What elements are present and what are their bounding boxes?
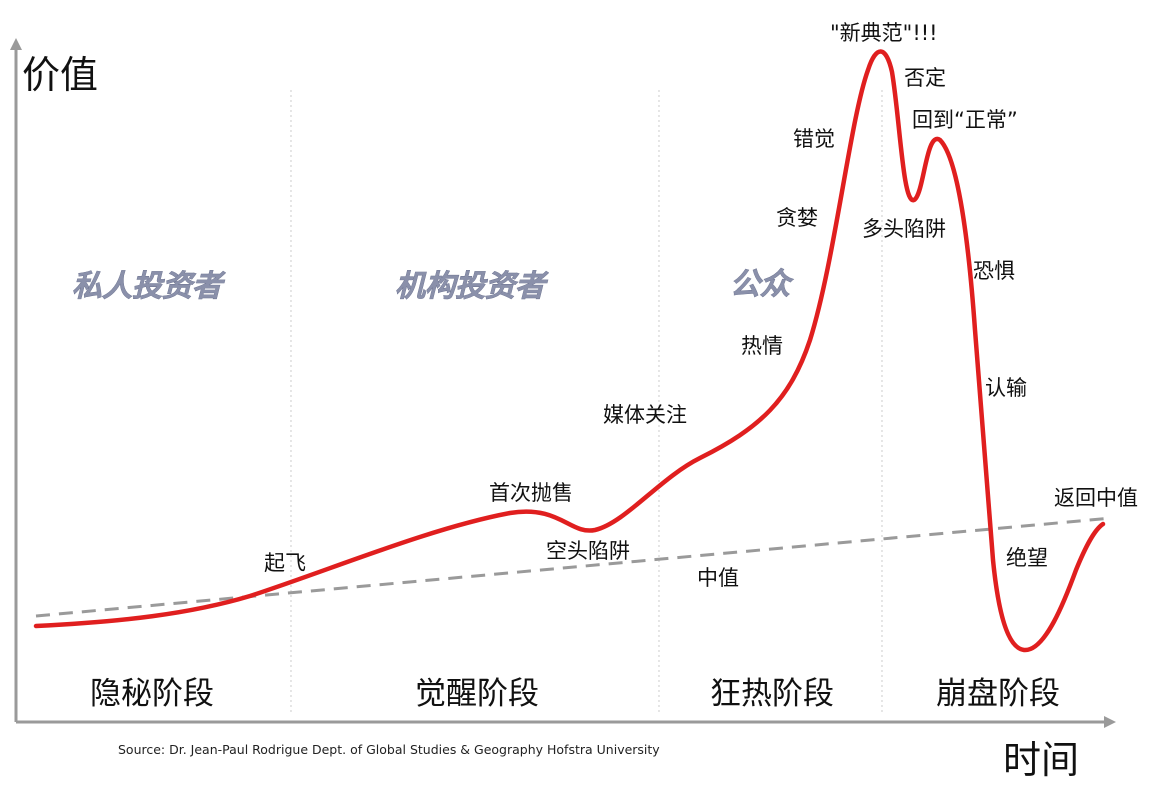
label-enthusiasm: 热情 [741, 334, 783, 358]
phase-label-mania: 狂热阶段 [710, 676, 834, 712]
phase-label-awareness: 觉醒阶段 [415, 676, 539, 712]
label-fear: 恐惧 [973, 259, 1015, 283]
x-axis-title: 时间 [1003, 738, 1079, 782]
label-delusion: 错觉 [793, 127, 835, 151]
phase-label-blow-off: 崩盘阶段 [936, 676, 1060, 712]
source-credit: Source: Dr. Jean-Paul Rodrigue Dept. of … [118, 742, 660, 757]
label-despair: 绝望 [1006, 546, 1048, 570]
label-bear-trap: 空头陷阱 [546, 539, 630, 563]
label-media-attention: 媒体关注 [603, 403, 687, 427]
label-mean: 中值 [697, 566, 739, 590]
label-return-to-mean: 返回中值 [1054, 486, 1138, 510]
bubble-curve [33, 49, 1106, 653]
label-greed: 贪婪 [776, 206, 818, 230]
investor-label-institutional: 机构投资者 [395, 269, 549, 304]
label-bull-trap: 多头陷阱 [862, 217, 946, 241]
investor-label-public: 公众 [730, 267, 794, 302]
mean-line [35, 516, 1113, 618]
y-axis-title: 价值 [22, 53, 98, 97]
label-first-sell-off: 首次抛售 [489, 481, 573, 505]
investor-label-private: 私人投资者 [72, 269, 226, 304]
label-return-to-normal: 回到“正常” [912, 108, 1018, 132]
label-denial: 否定 [904, 66, 946, 90]
phase-label-stealth: 隐秘阶段 [90, 676, 214, 712]
label-new-paradigm: "新典范"!!! [830, 21, 938, 45]
label-capitulation: 认输 [985, 376, 1027, 400]
label-takeoff: 起飞 [264, 551, 306, 575]
